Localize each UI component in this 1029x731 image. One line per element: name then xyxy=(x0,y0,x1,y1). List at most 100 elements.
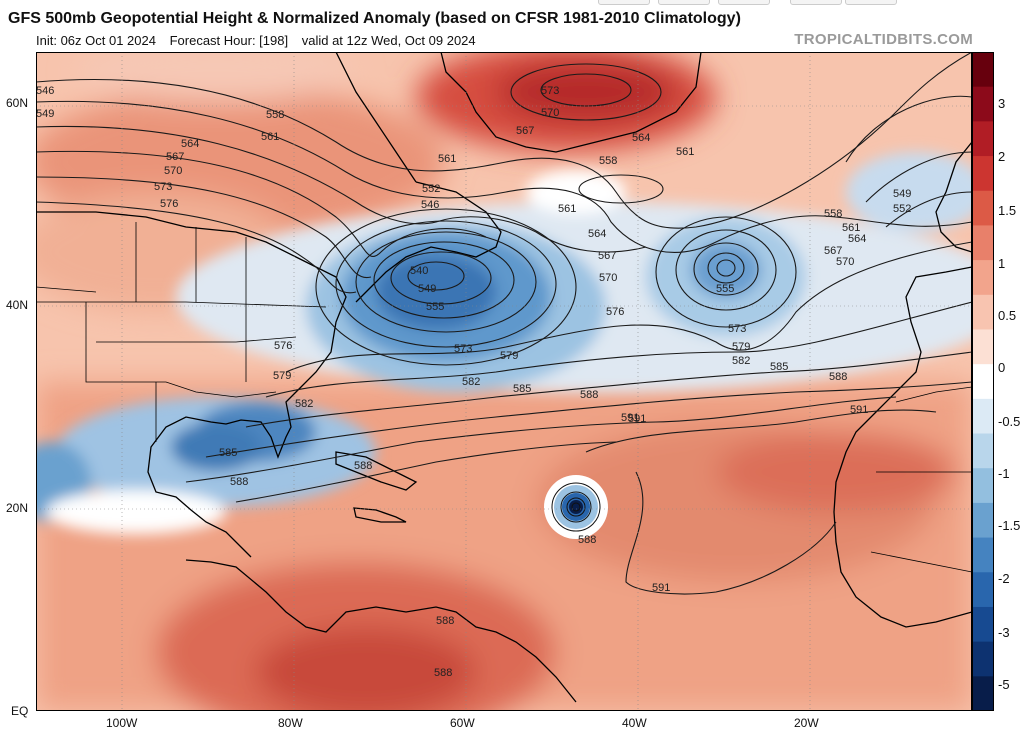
colorbar-cell xyxy=(972,502,994,539)
height-contours xyxy=(36,52,972,595)
contour-label: 588 xyxy=(580,389,598,401)
contour-label: 570 xyxy=(164,165,182,177)
contour-label: 561 xyxy=(558,203,576,215)
contour-label: 564 xyxy=(632,132,650,144)
longitude-label: 20W xyxy=(794,716,819,730)
latitude-label: EQ xyxy=(11,704,29,718)
colorbar-cell xyxy=(972,260,994,296)
map-subtitle: Init: 06z Oct 01 2024 Forecast Hour: [19… xyxy=(36,33,486,48)
hurricane-vortex xyxy=(544,475,608,539)
cool-anomaly-field xyxy=(36,152,972,534)
contour-label: 546 xyxy=(421,199,439,211)
colorbar-cell xyxy=(972,398,994,435)
colorbar-cell xyxy=(972,121,994,157)
contour-label: 558 xyxy=(824,208,842,220)
colorbar-label: -0.5 xyxy=(998,414,1021,429)
contour-label: 552 xyxy=(893,203,911,215)
contour-label: 558 xyxy=(266,109,284,121)
longitude-label: 80W xyxy=(278,716,303,730)
colorbar-cell xyxy=(972,329,994,365)
contour-label: 588 xyxy=(230,476,248,488)
contour-label: 579 xyxy=(500,350,518,362)
contour-label: 588 xyxy=(354,460,372,472)
coastlines xyxy=(36,52,972,703)
colorbar-cell xyxy=(972,225,994,261)
contour-label: 561 xyxy=(842,222,860,234)
colorbar-cell xyxy=(972,52,994,88)
colorbar-cell xyxy=(972,364,994,400)
longitude-label: 60W xyxy=(450,716,475,730)
colorbar-label: -1 xyxy=(998,466,1010,481)
colorbar-cell xyxy=(972,294,994,331)
contour-label: 591 xyxy=(628,413,646,425)
contour-label: 588 xyxy=(829,371,847,383)
contour-label: 564 xyxy=(181,138,199,150)
contour-label: 573 xyxy=(541,85,559,97)
contour-label: 591 xyxy=(621,412,639,424)
colorbar-cell xyxy=(972,572,994,608)
colorbar-cell xyxy=(972,606,994,643)
contour-label: 564 xyxy=(848,233,866,245)
colorbar-cell xyxy=(972,537,994,573)
contour-label: 573 xyxy=(454,343,472,355)
colorbar-label: 2 xyxy=(998,149,1006,164)
contour-label: 561 xyxy=(438,153,456,165)
colorbar-label: 1.5 xyxy=(998,203,1017,218)
contour-label: 549 xyxy=(36,108,54,120)
warm-anomaly-field xyxy=(36,52,972,711)
contour-label: 585 xyxy=(770,361,788,373)
longitude-label: 40W xyxy=(622,716,647,730)
colorbar-cell xyxy=(972,676,994,711)
colorbar-label: 0 xyxy=(998,360,1006,375)
contour-label: 582 xyxy=(295,398,313,410)
contour-label: 588 xyxy=(578,534,596,546)
contour-label: 561 xyxy=(676,146,694,158)
colorbar-label: -1.5 xyxy=(998,518,1021,533)
contour-label: 585 xyxy=(219,447,237,459)
map-title: GFS 500mb Geopotential Height & Normaliz… xyxy=(8,10,741,27)
colorbar-cell xyxy=(972,433,994,469)
contour-label: 546 xyxy=(36,85,54,97)
site-credit: TROPICALTIDBITS.COM xyxy=(794,31,973,48)
contour-label: 555 xyxy=(716,283,734,295)
contour-label: 552 xyxy=(422,183,440,195)
forecast-hour: Forecast Hour: [198] xyxy=(169,33,289,48)
contour-label: 558 xyxy=(599,155,617,167)
colorbar-cell xyxy=(972,156,994,192)
contour-label: 564 xyxy=(588,228,606,240)
contour-label: 576 xyxy=(606,306,624,318)
contour-label: 582 xyxy=(732,355,750,367)
contour-label: 573 xyxy=(154,181,172,193)
longitude-label: 100W xyxy=(106,716,138,730)
colorbar-cell xyxy=(972,468,994,504)
contour-label: 582 xyxy=(462,376,480,388)
contour-label: 588 xyxy=(434,667,452,679)
contour-label: 561 xyxy=(261,131,279,143)
latitude-label: 40N xyxy=(6,298,29,312)
contour-label: 573 xyxy=(728,323,746,335)
colorbar-cell xyxy=(972,641,994,677)
contour-label: 567 xyxy=(166,151,184,163)
colorbar-label: -5 xyxy=(998,677,1010,692)
map-frame xyxy=(36,52,972,711)
contour-label: 570 xyxy=(599,272,617,284)
contour-label: 567 xyxy=(824,245,842,257)
contour-label: 549 xyxy=(893,188,911,200)
contour-label: 588 xyxy=(436,615,454,627)
graticule xyxy=(36,52,972,711)
contour-label: 555 xyxy=(426,301,444,313)
contour-label: 570 xyxy=(836,256,854,268)
contour-label: 567 xyxy=(516,125,534,137)
contour-label: 567 xyxy=(598,250,616,262)
colorbar-cell xyxy=(972,86,994,122)
colorbar-label: 0.5 xyxy=(998,308,1017,323)
contour-label: 591 xyxy=(652,582,670,594)
contour-label: 585 xyxy=(513,383,531,395)
contour-label: 579 xyxy=(732,341,750,353)
colorbar-label: 1 xyxy=(998,256,1006,271)
colorbar xyxy=(972,52,994,711)
colorbar-label: -2 xyxy=(998,571,1010,586)
colorbar-label: -3 xyxy=(998,625,1010,640)
